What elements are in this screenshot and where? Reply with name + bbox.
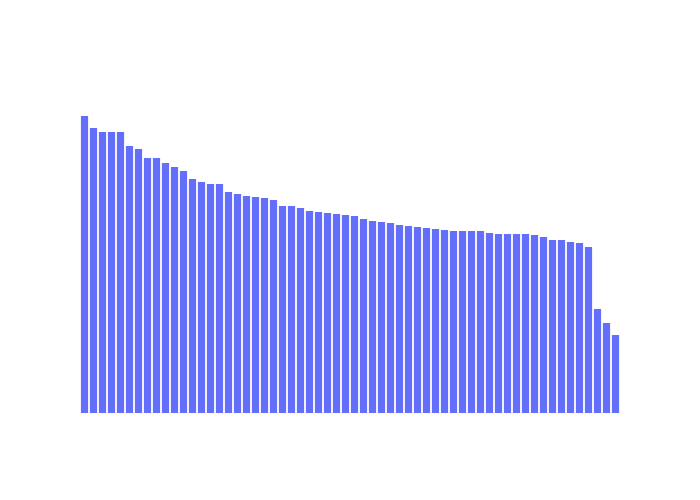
bar-57[interactable] <box>584 247 593 413</box>
bar-47[interactable] <box>494 234 503 413</box>
bar-23[interactable] <box>278 206 287 413</box>
bar-3[interactable] <box>98 132 107 413</box>
bar-51[interactable] <box>530 235 539 413</box>
bar-11[interactable] <box>170 167 179 413</box>
bar-14[interactable] <box>197 182 206 413</box>
bar-32[interactable] <box>359 219 368 413</box>
bar-17[interactable] <box>224 192 233 413</box>
bar-26[interactable] <box>305 211 314 413</box>
bar-42[interactable] <box>449 231 458 413</box>
bar-54[interactable] <box>557 240 566 413</box>
bar-55[interactable] <box>566 242 575 413</box>
bar-52[interactable] <box>539 237 548 413</box>
bar-13[interactable] <box>188 179 197 413</box>
bar-29[interactable] <box>332 214 341 413</box>
bar-39[interactable] <box>422 228 431 413</box>
bar-36[interactable] <box>395 225 404 413</box>
bar-53[interactable] <box>548 240 557 413</box>
bar-35[interactable] <box>386 223 395 413</box>
bar-24[interactable] <box>287 206 296 413</box>
bar-48[interactable] <box>503 234 512 413</box>
bar-21[interactable] <box>260 198 269 413</box>
bar-18[interactable] <box>233 194 242 413</box>
bar-25[interactable] <box>296 208 305 413</box>
bar-19[interactable] <box>242 196 251 413</box>
bar-6[interactable] <box>125 146 134 413</box>
bar-30[interactable] <box>341 215 350 413</box>
bar-38[interactable] <box>413 227 422 413</box>
bar-20[interactable] <box>251 197 260 413</box>
bar-8[interactable] <box>143 158 152 413</box>
bar-10[interactable] <box>161 163 170 413</box>
bar-22[interactable] <box>269 200 278 413</box>
bar-2[interactable] <box>89 128 98 413</box>
bar-5[interactable] <box>116 132 125 413</box>
bar-31[interactable] <box>350 216 359 413</box>
bar-41[interactable] <box>440 230 449 413</box>
bar-50[interactable] <box>521 234 530 413</box>
bar-series <box>80 116 620 413</box>
bar-7[interactable] <box>134 149 143 413</box>
bar-15[interactable] <box>206 184 215 413</box>
bar-34[interactable] <box>377 222 386 413</box>
bar-28[interactable] <box>323 213 332 413</box>
bar-4[interactable] <box>107 132 116 413</box>
bar-45[interactable] <box>476 231 485 413</box>
bar-1[interactable] <box>80 116 89 413</box>
bar-46[interactable] <box>485 233 494 413</box>
bar-59[interactable] <box>602 323 611 413</box>
bar-33[interactable] <box>368 221 377 413</box>
bar-9[interactable] <box>152 158 161 413</box>
bar-43[interactable] <box>458 231 467 413</box>
bar-58[interactable] <box>593 309 602 413</box>
bar-37[interactable] <box>404 226 413 413</box>
bar-44[interactable] <box>467 231 476 413</box>
bar-60[interactable] <box>611 335 620 413</box>
bar-49[interactable] <box>512 234 521 413</box>
bar-12[interactable] <box>179 171 188 413</box>
bar-16[interactable] <box>215 184 224 413</box>
bar-40[interactable] <box>431 229 440 413</box>
bar-27[interactable] <box>314 212 323 413</box>
bar-56[interactable] <box>575 243 584 413</box>
